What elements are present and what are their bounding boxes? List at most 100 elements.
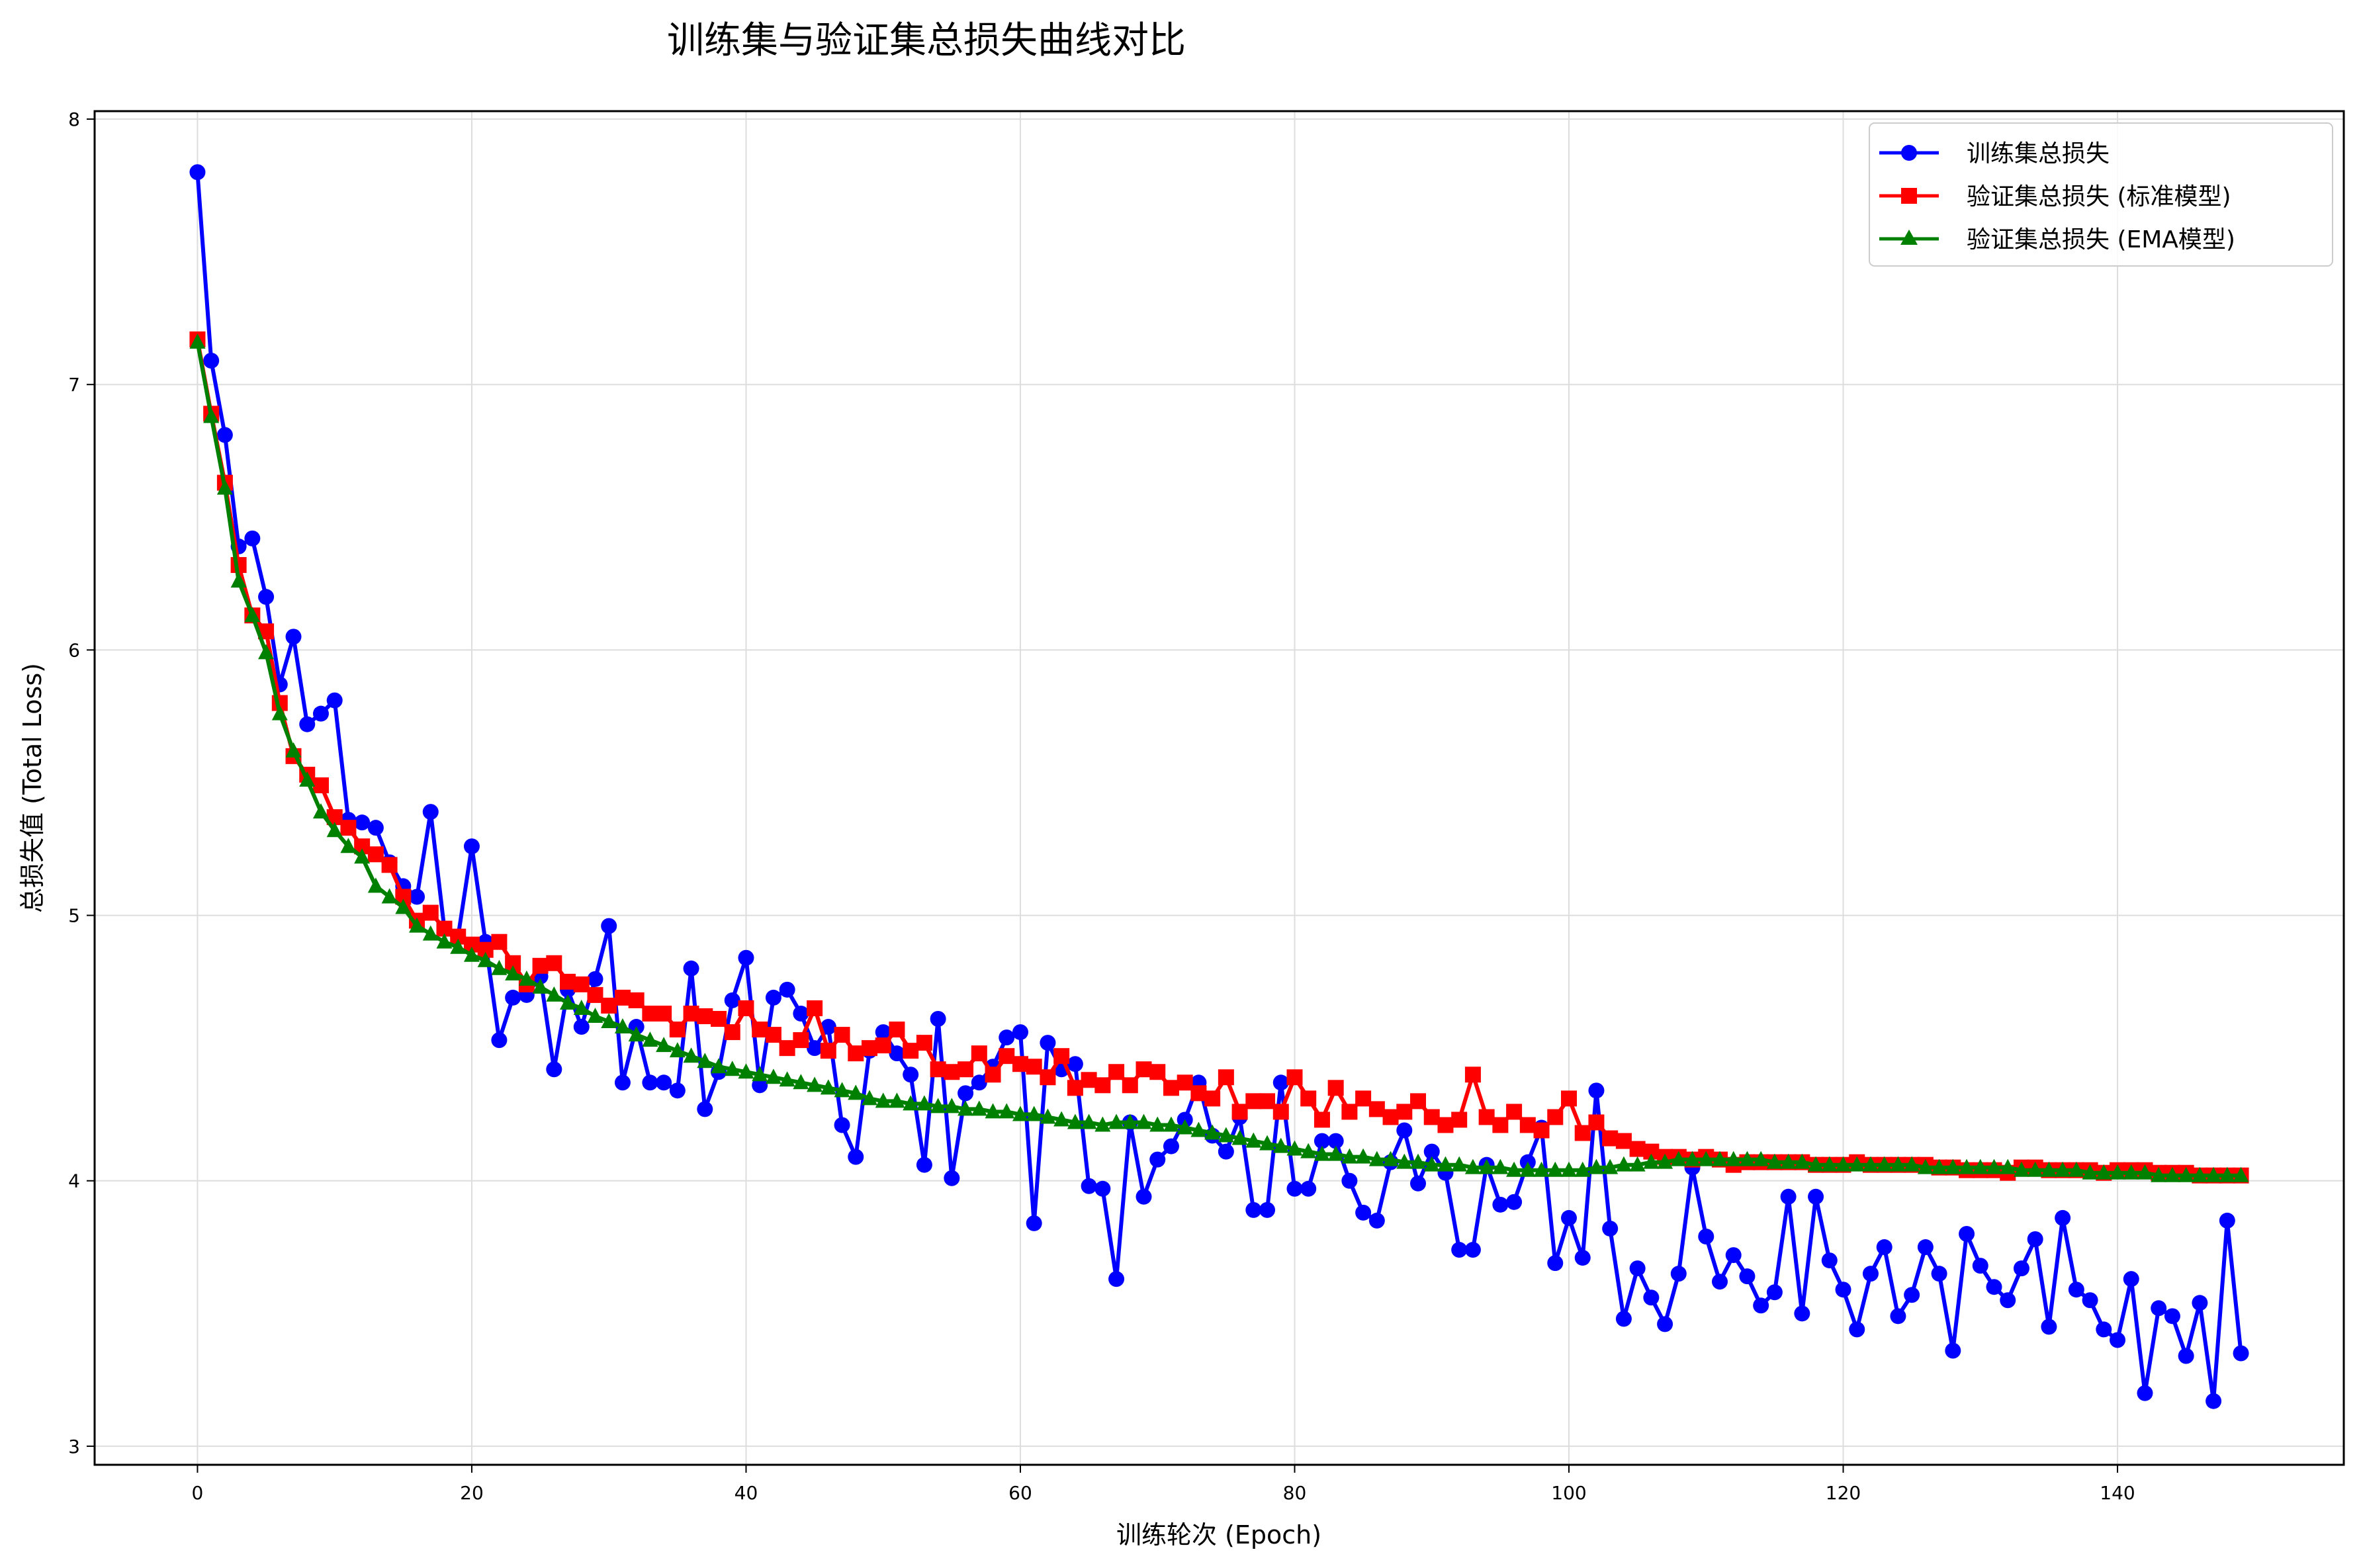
x-tick-label: 80	[1283, 1482, 1307, 1504]
x-tick-label: 100	[1551, 1482, 1586, 1504]
x-axis-label: 训练轮次 (Epoch)	[1116, 1520, 1321, 1549]
data-point-val-standard	[601, 997, 617, 1014]
data-point-val-ema	[1053, 1111, 1070, 1127]
data-point-val-ema	[944, 1098, 960, 1113]
data-point-val-ema	[340, 838, 357, 853]
data-point-val-standard	[875, 1037, 891, 1054]
data-point-train	[1327, 1133, 1344, 1149]
data-point-val-standard	[560, 973, 576, 990]
data-point-val-standard	[779, 1040, 795, 1057]
data-point-train	[916, 1156, 932, 1173]
data-point-val-ema	[1177, 1119, 1193, 1135]
data-point-train	[820, 1019, 836, 1035]
data-point-train	[299, 716, 316, 732]
data-point-val-standard	[1478, 1109, 1495, 1125]
data-point-val-ema	[1876, 1156, 1893, 1172]
data-point-val-standard	[985, 1067, 1001, 1083]
data-point-val-ema	[848, 1084, 864, 1100]
data-point-val-standard	[1341, 1104, 1358, 1120]
data-point-train	[779, 981, 795, 998]
data-point-val-standard	[1314, 1111, 1330, 1128]
data-point-val-ema	[1766, 1153, 1783, 1169]
data-point-val-ema	[2041, 1161, 2057, 1177]
data-point-val-ema	[216, 479, 233, 495]
data-point-val-ema	[1204, 1124, 1221, 1140]
data-point-val-standard	[1177, 1074, 1193, 1091]
data-point-val-ema	[1986, 1158, 2002, 1174]
data-point-val-ema	[2110, 1164, 2126, 1180]
legend-label-train: 训练集总损失	[1967, 140, 2110, 167]
data-point-val-ema	[573, 999, 590, 1015]
data-point-train	[2233, 1345, 2249, 1362]
data-point-val-standard	[1492, 1117, 1509, 1133]
data-point-train	[1547, 1255, 1564, 1272]
data-point-train	[2178, 1348, 2194, 1364]
data-point-train	[2027, 1231, 2043, 1247]
data-point-val-standard	[765, 1027, 781, 1043]
data-point-train	[807, 1040, 823, 1057]
data-point-val-ema	[381, 888, 398, 904]
data-point-train	[903, 1067, 919, 1083]
data-point-val-standard	[1382, 1109, 1399, 1125]
data-point-val-ema	[1012, 1106, 1028, 1121]
data-point-train	[1081, 1178, 1097, 1194]
data-point-train	[1314, 1133, 1330, 1149]
data-point-train	[216, 427, 233, 443]
data-point-val-ema	[1451, 1156, 1468, 1172]
data-point-train	[354, 814, 371, 831]
data-point-val-standard	[999, 1048, 1015, 1065]
data-point-val-standard	[1272, 1104, 1289, 1120]
data-point-train	[2000, 1292, 2016, 1309]
data-point-val-ema	[1506, 1161, 1523, 1177]
data-point-val-standard	[656, 1006, 672, 1022]
data-point-val-standard	[1259, 1093, 1276, 1110]
data-point-val-standard	[642, 1006, 658, 1022]
data-point-val-ema	[1862, 1156, 1879, 1172]
data-point-val-ema	[1464, 1158, 1481, 1174]
data-point-val-ema	[1355, 1148, 1372, 1164]
data-point-val-ema	[532, 978, 549, 994]
data-point-val-ema	[834, 1082, 850, 1098]
data-point-train	[765, 989, 781, 1006]
data-point-train	[971, 1074, 987, 1091]
data-point-val-ema	[436, 933, 453, 949]
data-point-val-standard	[491, 934, 508, 950]
data-point-train	[1670, 1266, 1687, 1282]
data-point-val-ema	[2137, 1164, 2153, 1180]
data-point-val-ema	[1684, 1151, 1701, 1166]
data-point-val-standard	[1437, 1117, 1454, 1133]
data-point-val-ema	[1657, 1153, 1673, 1169]
data-point-train	[2110, 1332, 2126, 1348]
data-point-val-ema	[546, 986, 562, 1002]
data-point-val-ema	[1739, 1151, 1756, 1166]
data-point-val-ema	[1026, 1106, 1042, 1121]
data-point-val-ema	[861, 1090, 877, 1106]
data-point-train	[752, 1077, 768, 1094]
data-point-val-ema	[1368, 1151, 1385, 1166]
data-point-val-standard	[697, 1008, 713, 1025]
data-point-val-ema	[2178, 1166, 2194, 1182]
data-point-val-ema	[2123, 1164, 2139, 1180]
data-point-val-ema	[1410, 1153, 1427, 1169]
data-point-val-ema	[271, 705, 288, 720]
data-point-train	[2041, 1319, 2057, 1335]
data-point-val-standard	[1533, 1122, 1550, 1139]
data-point-train	[2205, 1393, 2222, 1409]
data-point-train	[697, 1101, 713, 1117]
data-point-train	[285, 629, 302, 645]
data-point-train	[1849, 1321, 1865, 1338]
y-tick-label: 5	[68, 905, 80, 927]
data-point-val-ema	[985, 1103, 1001, 1119]
series-val-ema	[189, 333, 2249, 1182]
data-point-train	[1108, 1271, 1125, 1287]
data-point-val-standard	[532, 957, 549, 974]
data-point-train	[999, 1029, 1015, 1046]
data-point-val-ema	[614, 1018, 631, 1034]
data-point-val-standard	[903, 1043, 919, 1059]
data-point-val-standard	[752, 1022, 768, 1038]
data-point-train	[1711, 1274, 1728, 1290]
data-point-val-ema	[958, 1100, 974, 1116]
data-point-train	[491, 1032, 508, 1049]
data-point-train	[1245, 1201, 1262, 1218]
data-point-val-standard	[1574, 1125, 1591, 1141]
